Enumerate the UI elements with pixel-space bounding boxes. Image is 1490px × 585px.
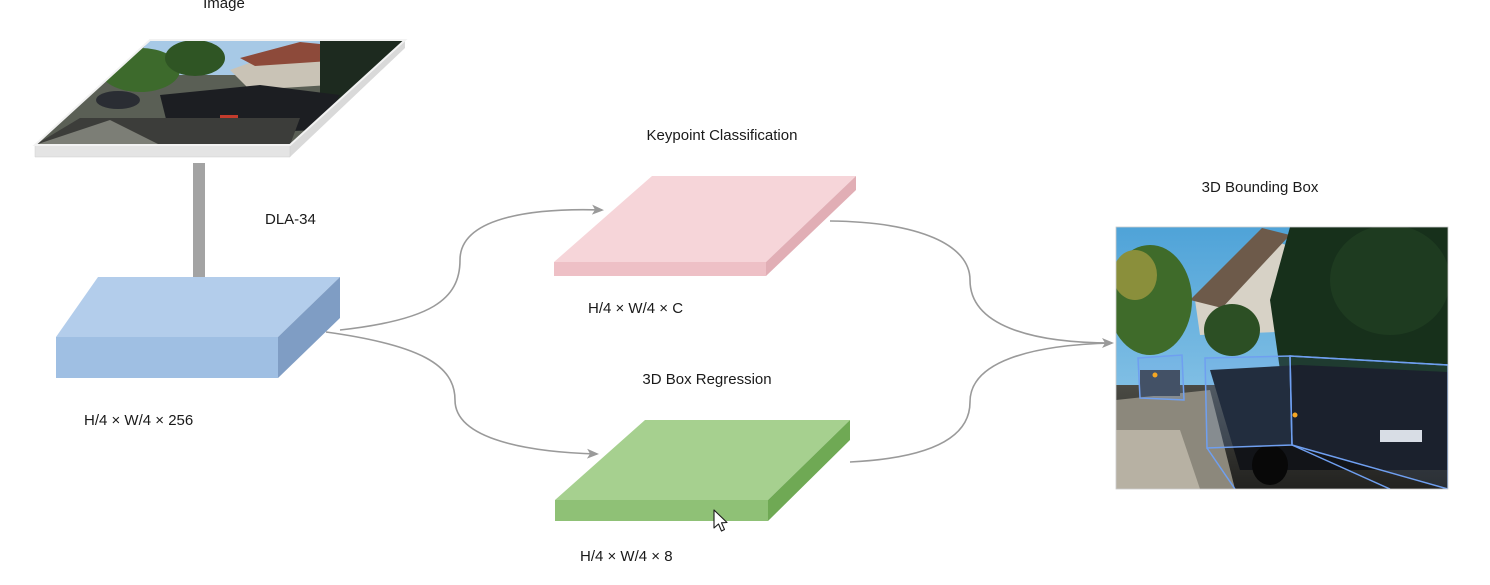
regression-dims: H/4 × W/4 × 8: [580, 548, 673, 565]
predicted-3d-boxes: [1137, 354, 1448, 489]
keypoint-title: Keypoint Classification: [647, 127, 798, 144]
connectors: [325, 204, 1114, 463]
output-image: [1116, 227, 1448, 489]
backbone-feature-map: [56, 277, 340, 378]
input-image: [32, 39, 408, 158]
regression-feature-map: [555, 420, 850, 521]
regression-title: 3D Box Regression: [642, 371, 771, 388]
output-label: 3D Bounding Box: [1202, 179, 1319, 196]
input-label: Image: [203, 0, 245, 12]
mouse-pointer-icon: [713, 509, 728, 532]
backbone-dims: H/4 × W/4 × 256: [84, 412, 193, 429]
backbone-label: DLA-34: [265, 211, 316, 228]
keypoint-dims: H/4 × W/4 × C: [588, 300, 683, 317]
keypoint-feature-map: [554, 176, 856, 276]
